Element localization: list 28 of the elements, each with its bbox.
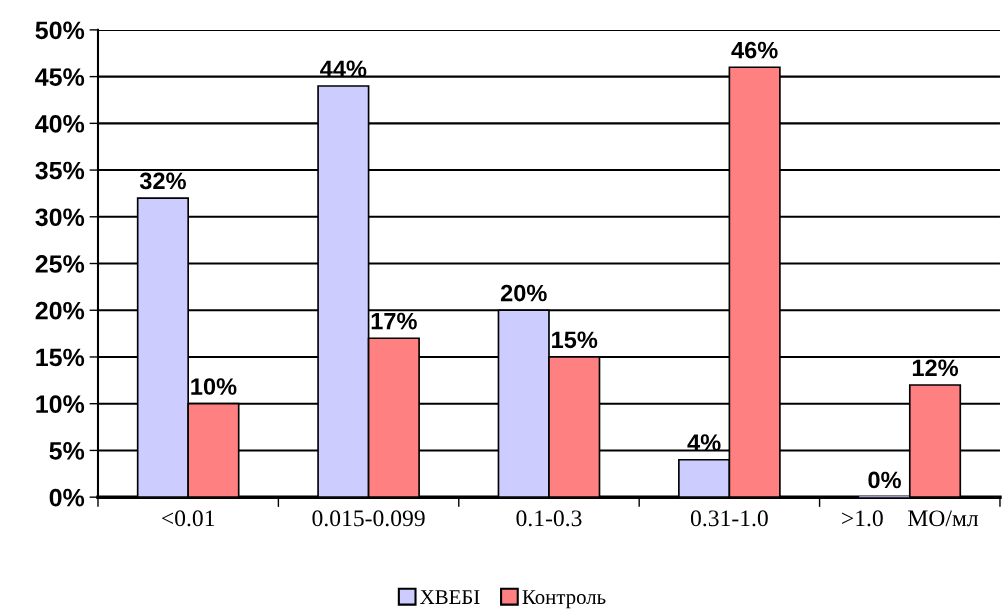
y-tick-label: 40% [35,114,85,133]
y-tick-label: 15% [36,348,85,367]
data-label: 44% [320,60,367,78]
legend-label: Контроль [522,590,606,609]
legend-label: ХВЕБІ [420,590,480,604]
y-tick-label: 25% [35,255,85,273]
y-tick-label: 30% [35,208,85,227]
data-label: 46% [731,41,778,59]
data-label: 20% [500,284,547,302]
y-tick-label: 35% [35,161,85,180]
x-tick-label: 0.015-0.099 [312,510,425,527]
data-label: 4% [687,434,721,451]
data-label: 12% [912,359,959,377]
y-tick-label: 50% [35,21,85,40]
x-tick-label: 0.31-1.0 [690,510,768,527]
data-label: 0% [868,471,901,489]
data-label: 10% [191,378,237,395]
x-tick-label: 0.1-0.3 [516,510,582,527]
data-label: 32% [139,172,186,190]
data-label: 17% [371,312,417,330]
x-tick-label: <0.01 [162,510,215,527]
y-tick-label: 20% [35,301,85,320]
data-label: 15% [552,331,598,349]
x-tick-label: >1.0 МО/мл [842,510,979,527]
y-tick-label: 5% [49,442,85,460]
y-tick-label: 10% [36,395,85,413]
y-tick-label: 45% [35,68,85,86]
y-tick-label: 0% [49,488,85,507]
